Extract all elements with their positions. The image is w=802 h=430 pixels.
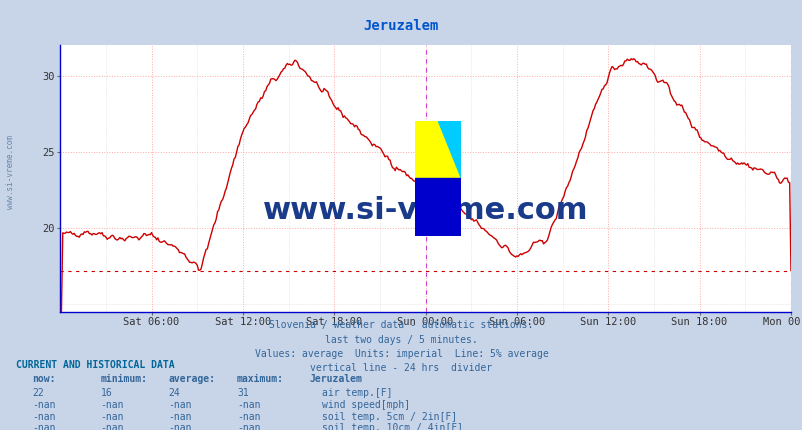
- Text: -nan: -nan: [100, 423, 124, 430]
- Text: -nan: -nan: [168, 412, 192, 421]
- Text: -nan: -nan: [237, 412, 260, 421]
- Text: now:: now:: [32, 374, 55, 384]
- Text: wind speed[mph]: wind speed[mph]: [322, 400, 410, 410]
- Text: 24: 24: [168, 388, 180, 398]
- Text: -nan: -nan: [100, 400, 124, 410]
- Text: -nan: -nan: [32, 412, 55, 421]
- Text: soil temp. 5cm / 2in[F]: soil temp. 5cm / 2in[F]: [322, 412, 456, 421]
- Text: www.si-vreme.com: www.si-vreme.com: [6, 135, 15, 209]
- Text: 31: 31: [237, 388, 249, 398]
- Text: -nan: -nan: [168, 423, 192, 430]
- Text: Slovenia / weather data - automatic stations.: Slovenia / weather data - automatic stat…: [269, 320, 533, 330]
- Text: 22: 22: [32, 388, 44, 398]
- Text: vertical line - 24 hrs  divider: vertical line - 24 hrs divider: [310, 363, 492, 373]
- Text: last two days / 5 minutes.: last two days / 5 minutes.: [325, 335, 477, 344]
- Text: -nan: -nan: [237, 400, 260, 410]
- Text: soil temp. 10cm / 4in[F]: soil temp. 10cm / 4in[F]: [322, 423, 463, 430]
- Text: 16: 16: [100, 388, 112, 398]
- Text: CURRENT AND HISTORICAL DATA: CURRENT AND HISTORICAL DATA: [16, 360, 175, 370]
- Text: Values: average  Units: imperial  Line: 5% average: Values: average Units: imperial Line: 5%…: [254, 349, 548, 359]
- Text: -nan: -nan: [237, 423, 260, 430]
- Text: -nan: -nan: [32, 423, 55, 430]
- Text: -nan: -nan: [32, 400, 55, 410]
- Text: -nan: -nan: [100, 412, 124, 421]
- Text: Jeruzalem: Jeruzalem: [363, 19, 439, 34]
- Text: Jeruzalem: Jeruzalem: [309, 374, 362, 384]
- Text: -nan: -nan: [168, 400, 192, 410]
- Text: www.si-vreme.com: www.si-vreme.com: [262, 196, 588, 225]
- Polygon shape: [415, 178, 460, 236]
- Text: minimum:: minimum:: [100, 374, 148, 384]
- Text: air temp.[F]: air temp.[F]: [322, 388, 392, 398]
- Text: average:: average:: [168, 374, 216, 384]
- Polygon shape: [415, 121, 460, 178]
- Polygon shape: [438, 121, 460, 178]
- Text: maximum:: maximum:: [237, 374, 284, 384]
